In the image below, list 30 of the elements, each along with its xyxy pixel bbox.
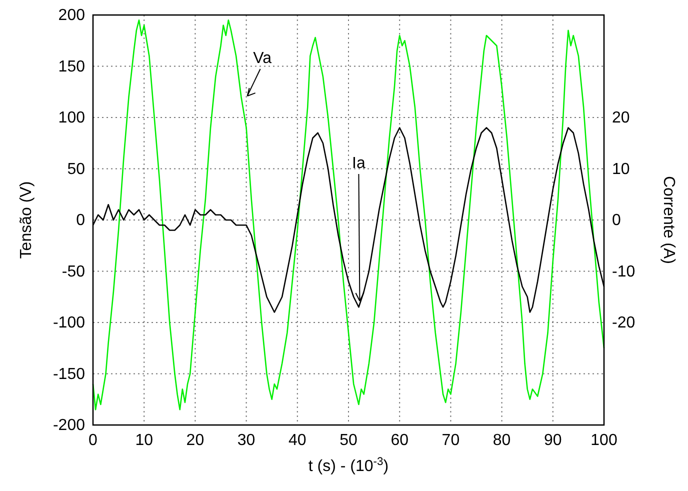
y-tick-label: -100 [52,314,86,332]
y-tick-label: 100 [58,110,86,126]
y-tick-label: 50 [67,160,86,178]
y2-tick-label: -20 [612,314,636,332]
y2-tick-label: -10 [612,263,636,280]
x-tick-label: 50 [340,432,358,449]
y-tick-label: 0 [76,212,86,229]
x-tick-label: 0 [88,432,98,449]
y-tick-label: -50 [62,263,86,280]
y-axis-title: Tensão (V) [18,181,35,259]
x-axis-title: t (s) - (10$^{-3}$) [308,456,389,475]
y-tick-label: 200 [58,7,86,24]
y2-tick-label: 0 [612,212,621,229]
y2-axis-title: Corrente (A) [660,176,677,264]
x-tick-label: 100 [590,432,618,449]
x-tick-label: 70 [442,432,460,449]
x-tick-label: 80 [492,432,511,449]
annotation: Ia [352,155,366,172]
x-tick-label: 20 [186,432,204,449]
annotation: Va [253,50,272,67]
x-tick-label: 10 [135,432,154,449]
x-tick-label: 30 [237,432,256,449]
x-tick-label: 40 [288,432,306,449]
y2-tick-label: 20 [612,110,630,126]
y-tick-label: 150 [58,58,86,76]
x-tick-label: 60 [390,432,409,449]
y-tick-label: -150 [52,366,86,383]
x-tick-label: 90 [544,432,562,449]
y2-tick-label: 10 [612,160,630,178]
y-tick-label: -200 [52,417,86,434]
